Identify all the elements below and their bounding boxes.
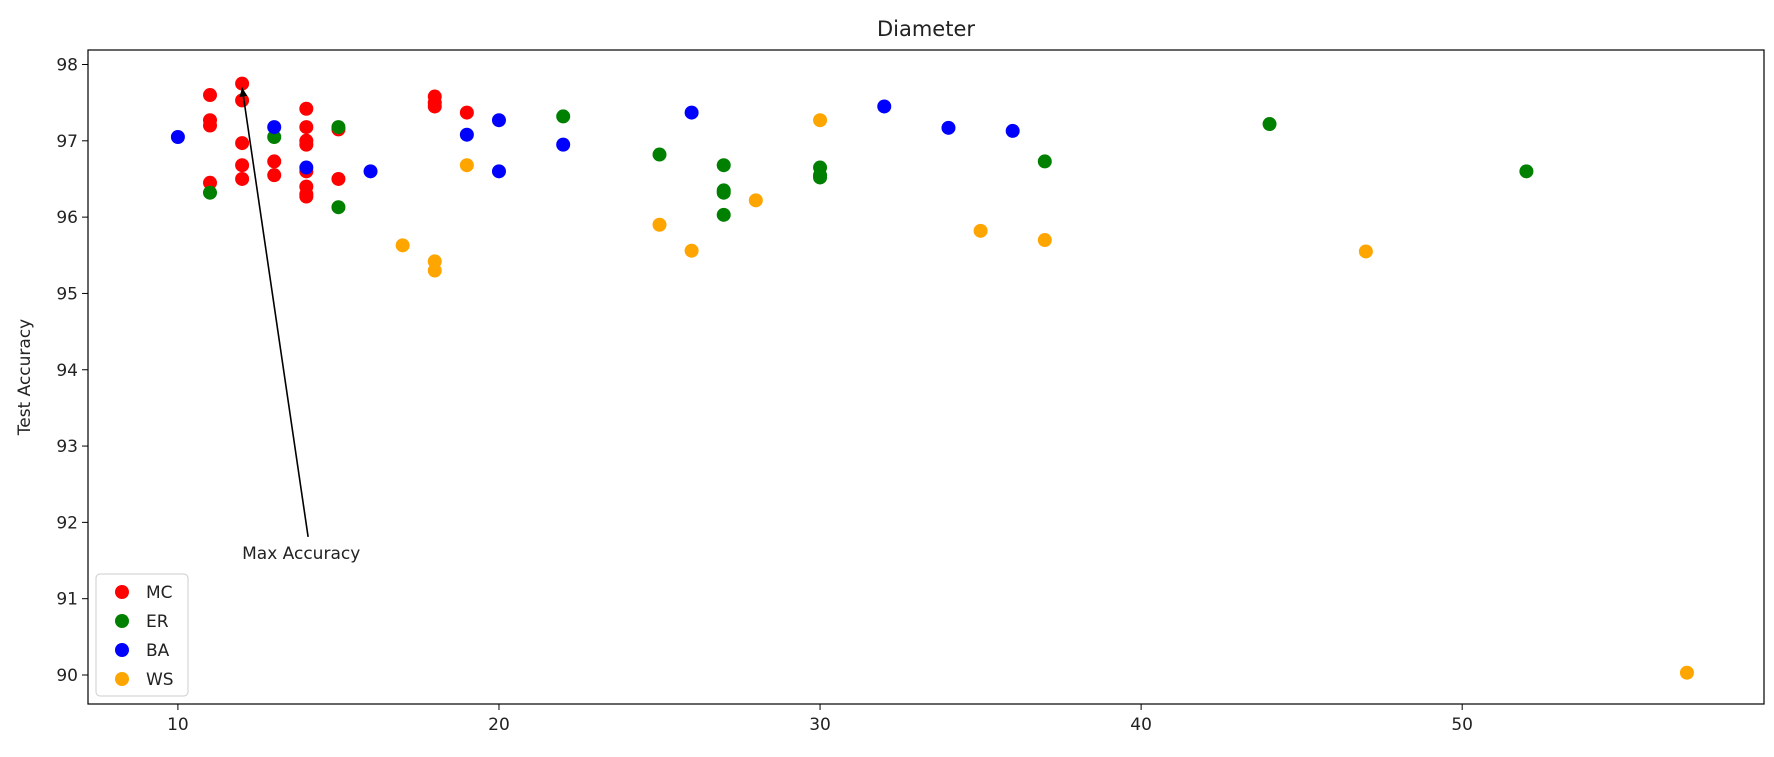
data-point	[203, 175, 218, 190]
annotation-arrow	[239, 87, 309, 538]
y-tick-label: 97	[56, 132, 78, 152]
data-point	[267, 129, 282, 144]
data-point	[235, 76, 250, 91]
data-point	[652, 147, 667, 162]
data-point	[1262, 117, 1277, 132]
data-point	[491, 113, 506, 128]
data-point	[1037, 154, 1052, 169]
x-tick-label: 20	[488, 715, 510, 735]
data-point	[684, 105, 699, 120]
y-tick-label: 90	[56, 666, 78, 686]
data-point	[331, 200, 346, 215]
legend-box	[95, 573, 189, 697]
y-tick-label: 91	[56, 590, 78, 610]
data-point	[459, 105, 474, 120]
data-point	[684, 243, 699, 258]
data-point	[1358, 244, 1373, 259]
x-tick-label: 10	[167, 715, 189, 735]
x-tick-label: 40	[1130, 715, 1152, 735]
data-point	[267, 120, 282, 135]
series-ws	[395, 113, 1694, 680]
legend: MC ER BA WS	[95, 573, 189, 697]
data-point	[877, 99, 892, 114]
x-tick-label: 30	[809, 715, 831, 735]
data-point	[235, 93, 250, 108]
data-point	[716, 207, 731, 222]
legend-marker-mc	[115, 585, 129, 599]
series-er	[203, 109, 1534, 222]
data-point	[941, 120, 956, 135]
chart-title: Diameter	[877, 17, 975, 41]
data-point	[267, 154, 282, 169]
plot-area: 10 20 30 40 50 90 91 92 93 94 95 96 97 98 Max Accuracy…	[56, 49, 1765, 735]
data-point	[331, 171, 346, 186]
y-tick-label: 98	[56, 55, 78, 75]
data-point	[459, 158, 474, 173]
data-point	[299, 160, 314, 175]
data-point	[363, 164, 378, 179]
data-point	[331, 120, 346, 135]
y-tick-label: 93	[56, 437, 78, 457]
y-axis-title: Test Accuracy	[15, 319, 35, 437]
legend-marker-er	[115, 614, 129, 628]
data-point	[299, 101, 314, 116]
legend-marker-ws	[115, 672, 129, 686]
y-tick-label: 92	[56, 513, 78, 533]
legend-label-ba: BA	[146, 641, 170, 661]
data-point	[716, 158, 731, 173]
legend-marker-ba	[115, 643, 129, 657]
data-point	[235, 171, 250, 186]
data-point	[203, 185, 218, 200]
data-point	[267, 168, 282, 183]
data-point	[299, 189, 314, 204]
data-point	[652, 217, 667, 232]
data-point	[491, 164, 506, 179]
y-tick-label: 96	[56, 208, 78, 228]
data-point	[235, 136, 250, 151]
y-tick-label: 95	[56, 284, 78, 304]
data-point	[299, 120, 314, 135]
data-point	[427, 99, 442, 114]
legend-label-er: ER	[146, 612, 169, 632]
data-point	[203, 88, 218, 103]
data-point	[1519, 164, 1534, 179]
plot-frame	[87, 49, 1765, 705]
data-point	[395, 238, 410, 253]
data-point	[203, 118, 218, 133]
data-point	[556, 109, 571, 124]
y-tick-label: 94	[56, 361, 78, 381]
data-point	[170, 129, 185, 144]
x-tick-label: 50	[1451, 715, 1473, 735]
legend-label-mc: MC	[146, 583, 173, 603]
annotation-label: Max Accuracy	[242, 544, 360, 564]
data-point	[716, 185, 731, 200]
data-point	[556, 137, 571, 152]
data-point	[748, 193, 763, 208]
data-point	[813, 170, 828, 185]
data-point	[235, 158, 250, 173]
data-point	[427, 263, 442, 278]
data-point	[299, 137, 314, 152]
data-point	[1005, 123, 1020, 138]
legend-label-ws: WS	[146, 670, 174, 690]
data-point	[459, 127, 474, 142]
series-ba	[170, 99, 1020, 179]
data-point	[1037, 233, 1052, 248]
data-point	[813, 113, 828, 128]
data-point	[1679, 665, 1694, 680]
data-point	[973, 223, 988, 238]
